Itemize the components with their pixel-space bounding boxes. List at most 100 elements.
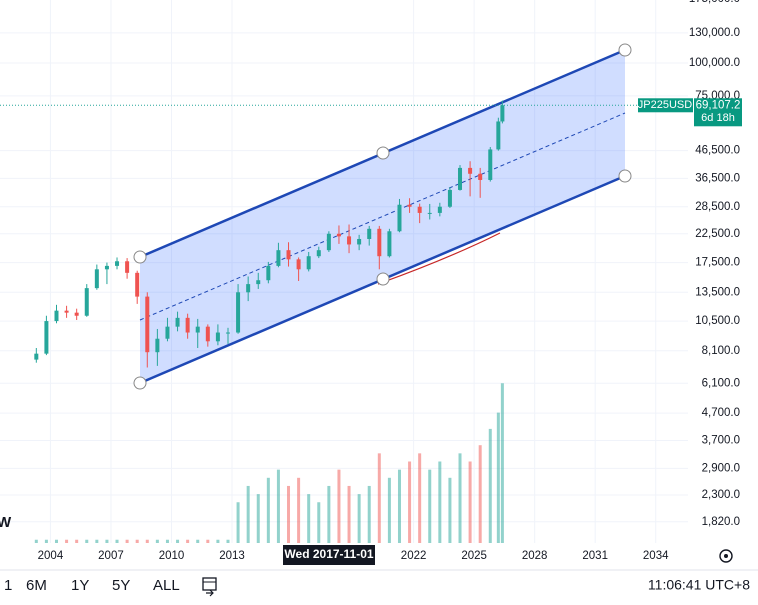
moving-average xyxy=(377,232,501,285)
volume-bar xyxy=(347,485,351,543)
candle-body xyxy=(427,212,432,214)
candle-body xyxy=(296,259,301,270)
candle-body xyxy=(478,173,483,180)
volume-bar xyxy=(266,477,270,543)
volume-bar xyxy=(65,539,69,543)
candle-body xyxy=(195,326,200,333)
volume-bar xyxy=(496,412,500,543)
handle[interactable] xyxy=(376,146,390,160)
y-tick-label: 46,500.0 xyxy=(695,145,740,157)
volume-bar xyxy=(448,477,452,543)
volume-bar xyxy=(186,539,190,543)
y-tick-label: 175,000.0 xyxy=(689,0,740,5)
candle-body xyxy=(236,292,241,333)
volume-bar xyxy=(387,477,391,543)
x-tick-label: 2031 xyxy=(582,550,608,562)
candle-body xyxy=(225,332,230,334)
candle-body xyxy=(145,296,150,353)
channel-mid xyxy=(139,112,626,321)
volume-bar xyxy=(408,461,412,543)
y-tick-label: 3,700.0 xyxy=(702,435,740,447)
candle-body xyxy=(417,206,422,213)
volume-bar xyxy=(377,453,381,543)
handle[interactable] xyxy=(133,250,147,264)
volume-bar xyxy=(468,461,472,543)
candle-body xyxy=(84,288,89,316)
interval-label: W xyxy=(0,514,12,531)
volume-bar xyxy=(236,502,240,543)
candle-body xyxy=(266,265,271,281)
candle-body xyxy=(104,265,109,270)
volume-bar xyxy=(327,485,331,543)
x-tick-label: 2007 xyxy=(98,550,124,562)
symbol-tag xyxy=(638,98,693,113)
candle-body xyxy=(500,105,505,122)
volume-bar xyxy=(95,539,99,543)
gear-icon xyxy=(724,554,728,558)
x-tick-label: 2013 xyxy=(219,550,245,562)
candle-body xyxy=(165,326,170,339)
range-button[interactable]: ALL xyxy=(153,577,180,594)
candle-body xyxy=(115,261,120,266)
y-tick-label: 36,500.0 xyxy=(695,172,740,184)
volume-bar xyxy=(135,539,139,543)
candles xyxy=(34,100,505,368)
volume-bar xyxy=(500,383,504,543)
candle-body xyxy=(246,284,251,293)
axes: 175,000.0130,000.0100,000.075,000.046,50… xyxy=(0,0,742,565)
handle[interactable] xyxy=(376,272,390,286)
candle-body xyxy=(64,310,69,313)
y-tick-label: 13,500.0 xyxy=(695,286,740,298)
volume-bar xyxy=(165,539,169,543)
candle-body xyxy=(135,272,140,297)
volume-pane xyxy=(34,383,504,543)
handle[interactable] xyxy=(618,43,632,57)
y-tick-label: 1,820.0 xyxy=(702,516,740,528)
x-tick-label: 2004 xyxy=(38,550,64,562)
volume-bar xyxy=(54,539,58,543)
volume-bar xyxy=(145,539,149,543)
y-tick-label: 100,000.0 xyxy=(689,57,740,69)
y-tick-label: 2,900.0 xyxy=(702,462,740,474)
volume-bar xyxy=(206,539,210,543)
y-tick-label: 4,700.0 xyxy=(702,407,740,419)
candle-body xyxy=(336,233,341,237)
candle-body xyxy=(215,332,220,342)
x-tick-label: 2034 xyxy=(643,550,669,562)
x-tick-label: 2010 xyxy=(159,550,185,562)
y-tick-label: 28,500.0 xyxy=(695,201,740,213)
x-tick-label: 2025 xyxy=(461,550,487,562)
candle-body xyxy=(316,250,321,257)
candle-body xyxy=(367,228,372,239)
volume-bar xyxy=(176,539,180,543)
settings-button[interactable] xyxy=(719,549,733,563)
candle-body xyxy=(205,326,210,342)
volume-bar xyxy=(337,469,341,543)
volume-bar xyxy=(246,485,250,543)
range-button[interactable]: 5Y xyxy=(112,577,130,594)
volume-bar xyxy=(115,539,119,543)
handle[interactable] xyxy=(618,169,632,183)
volume-bar xyxy=(196,539,200,543)
range-button[interactable]: 1 xyxy=(4,577,12,594)
channel-handles xyxy=(133,43,632,390)
volume-bar xyxy=(276,469,280,543)
range-button[interactable]: 6M xyxy=(26,577,47,594)
countdown-label: 6d 18h xyxy=(701,112,735,124)
volume-bar xyxy=(85,539,89,543)
calendar-icon xyxy=(202,577,217,591)
candle-body xyxy=(458,167,463,190)
volume-bar xyxy=(226,539,230,543)
goto-date-button[interactable] xyxy=(202,577,217,597)
candle-body xyxy=(286,250,291,260)
volume-bar xyxy=(44,539,48,543)
handle[interactable] xyxy=(133,376,147,390)
candle-body xyxy=(347,236,352,245)
candle-body xyxy=(155,338,160,353)
candle-body xyxy=(468,167,473,174)
clock: 11:06:41 UTC+8 xyxy=(648,577,750,593)
range-button[interactable]: 1Y xyxy=(71,577,89,594)
volume-bar xyxy=(216,539,220,543)
candle-body xyxy=(488,149,493,180)
